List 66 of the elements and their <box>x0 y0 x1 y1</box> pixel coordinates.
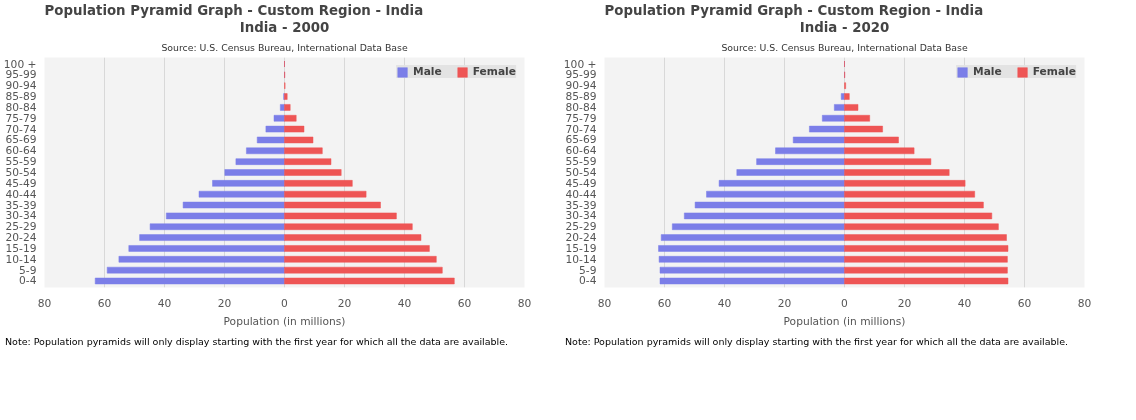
x-tick-label: 40 <box>957 296 972 310</box>
y-tick-label: 35-39 <box>5 198 37 212</box>
x-tick-label: 20 <box>897 296 912 310</box>
x-tick-label: 60 <box>1017 296 1032 310</box>
text: Note: Population pyramids will only display starting with the first year for which all the data are available. <box>5 335 509 349</box>
chart-subtitle: India - 2000 <box>239 19 330 35</box>
x-tick-label: 60 <box>97 296 112 310</box>
chart-title: Population Pyramid Graph - Custom Region - India <box>44 2 424 18</box>
y-tick-label: 65-69 <box>565 133 597 147</box>
x-tick-label: 80 <box>517 296 532 310</box>
text: Note: Population pyramids will only display starting with the first year for which all the data are available. <box>565 335 1069 349</box>
legend-label: Male <box>973 65 1002 78</box>
y-tick-label: 90-94 <box>5 79 37 93</box>
legend-label: Male <box>413 65 442 78</box>
y-tick-label: 55-59 <box>5 155 37 169</box>
y-tick-label: 40-44 <box>5 187 37 201</box>
x-tick-label: 20 <box>777 296 792 310</box>
y-tick-label: 100 + <box>563 57 597 71</box>
x-tick-label: 0 <box>841 296 849 310</box>
y-tick-label: 75-79 <box>565 111 597 125</box>
x-tick-label: 40 <box>157 296 172 310</box>
source-note: Source: U.S. Census Bureau, International Data Base <box>161 41 408 53</box>
x-tick-label: 20 <box>217 296 232 310</box>
x-tick-label: 80 <box>597 296 612 310</box>
y-tick-label: 10-14 <box>565 252 597 266</box>
x-tick-label: 80 <box>1077 296 1092 310</box>
y-tick-label: 10-14 <box>5 252 37 266</box>
y-tick-label: 70-74 <box>565 122 597 136</box>
y-tick-label: 25-29 <box>565 220 597 234</box>
y-tick-label: 95-99 <box>565 68 597 82</box>
y-tick-label: 5-9 <box>19 263 37 277</box>
y-tick-label: 75-79 <box>5 111 37 125</box>
y-tick-label: 50-54 <box>5 166 37 179</box>
chart-title: Population Pyramid Graph - Custom Region - India <box>604 2 984 18</box>
y-tick-label: 60-64 <box>565 144 597 158</box>
y-tick-label: 0-4 <box>19 274 37 288</box>
x-axis-title: Population (in millions) <box>783 314 906 328</box>
y-tick-label: 35-39 <box>565 198 597 212</box>
x-tick-label: 60 <box>457 296 472 310</box>
x-tick-label: 40 <box>717 296 732 310</box>
y-tick-label: 0-4 <box>579 274 597 288</box>
y-tick-label: 65-69 <box>5 133 37 147</box>
x-tick-label: 20 <box>337 296 352 310</box>
y-tick-label: 70-74 <box>5 122 37 136</box>
legend-label: Female <box>1032 65 1076 78</box>
y-tick-label: 25-29 <box>5 220 37 234</box>
legend-label: Female <box>472 65 516 78</box>
x-tick-label: 40 <box>397 296 412 310</box>
y-tick-label: 30-34 <box>565 209 597 223</box>
source-note: Source: U.S. Census Bureau, International Data Base <box>721 41 968 53</box>
y-tick-label: 5-9 <box>579 263 597 277</box>
y-tick-label: 30-34 <box>5 209 37 223</box>
y-tick-label: 95-99 <box>5 68 37 82</box>
y-tick-label: 40-44 <box>565 187 597 201</box>
y-tick-label: 90-94 <box>565 79 597 93</box>
y-tick-label: 45-49 <box>5 176 37 190</box>
x-tick-label: 80 <box>37 296 52 310</box>
y-tick-label: 60-64 <box>5 144 37 158</box>
y-tick-label: 100 + <box>3 57 37 71</box>
x-tick-label: 60 <box>657 296 672 310</box>
y-tick-label: 55-59 <box>565 155 597 169</box>
x-tick-label: 0 <box>281 296 289 310</box>
x-axis-title: Population (in millions) <box>223 314 346 328</box>
y-tick-label: 50-54 <box>565 166 597 179</box>
y-tick-label: 45-49 <box>565 176 597 190</box>
chart-subtitle: India - 2020 <box>799 19 890 35</box>
